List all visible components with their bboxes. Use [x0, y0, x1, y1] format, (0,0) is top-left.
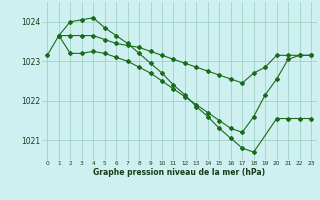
X-axis label: Graphe pression niveau de la mer (hPa): Graphe pression niveau de la mer (hPa): [93, 168, 265, 177]
